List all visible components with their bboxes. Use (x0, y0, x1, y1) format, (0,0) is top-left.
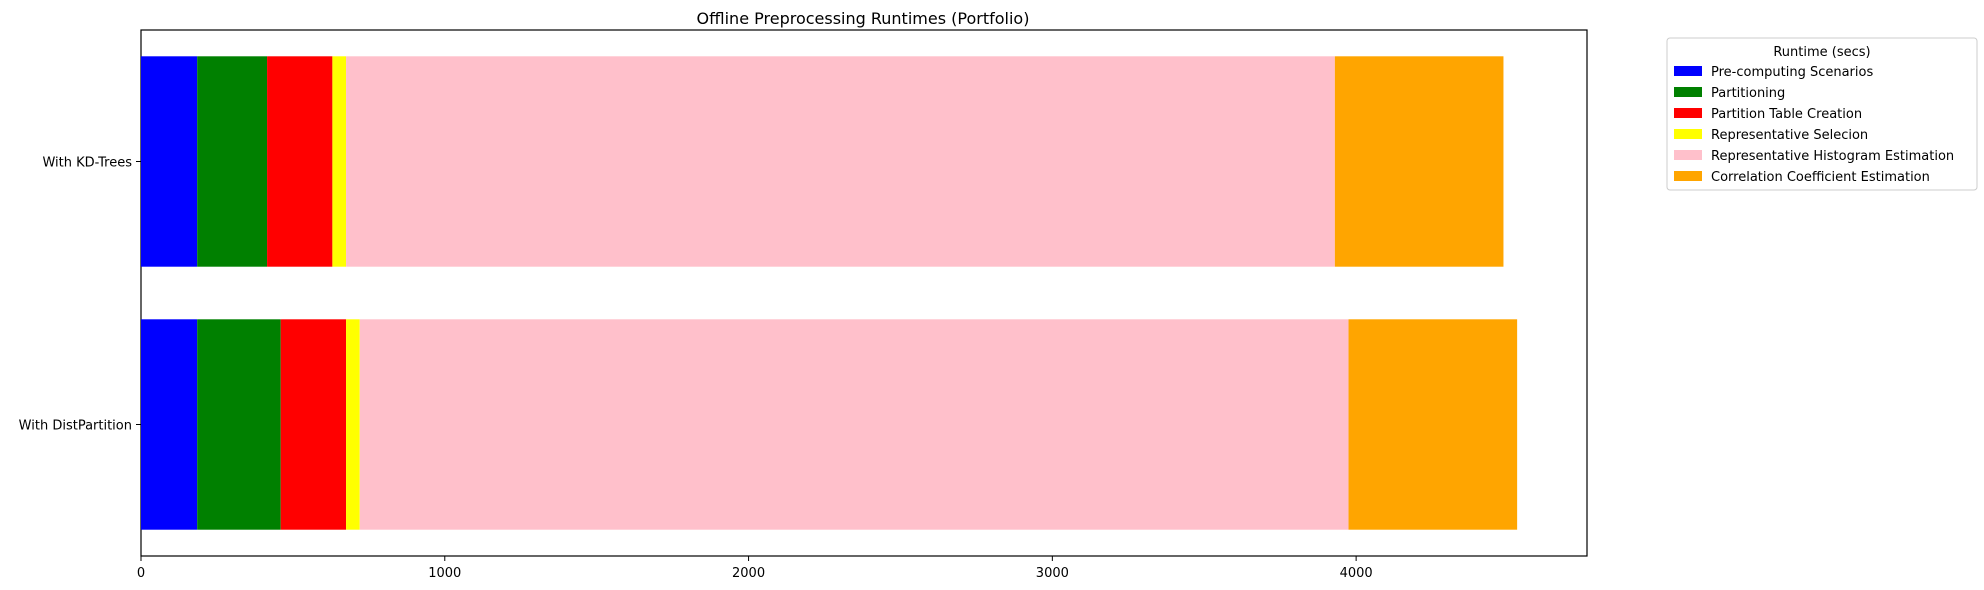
plot-area-frame (140, 29, 1588, 557)
x-tick-label-2: 2000 (732, 566, 765, 581)
legend-title: Runtime (secs) (1773, 45, 1870, 60)
bar-0-2 (267, 56, 333, 267)
bar-0-3 (332, 56, 347, 267)
legend-swatch-3 (1674, 129, 1702, 139)
legend-swatch-4 (1674, 150, 1702, 160)
bars-layer (141, 56, 1518, 530)
bar-0-4 (346, 56, 1335, 267)
bar-1-0 (141, 319, 198, 530)
x-tick-label-1: 1000 (428, 566, 461, 581)
x-tick-label-3: 3000 (1036, 566, 1069, 581)
legend: Runtime (secs) Pre-computing Scenarios Pa… (1666, 37, 1978, 191)
x-axis-ticks: 0 1000 2000 3000 4000 (137, 556, 1373, 581)
y-tick-label-0: With KD-Trees (42, 156, 132, 171)
legend-label-3: Representative Selecion (1711, 128, 1868, 143)
legend-label-2: Partition Table Creation (1711, 107, 1862, 122)
bar-0-1 (197, 56, 268, 267)
bar-0-5 (1334, 56, 1504, 267)
bar-1-4 (359, 319, 1349, 530)
legend-swatch-0 (1674, 66, 1702, 76)
bar-1-3 (346, 319, 360, 530)
y-axis-ticks: With KD-Trees With DistPartition (19, 156, 141, 434)
x-tick-label-4: 4000 (1340, 566, 1373, 581)
legend-swatch-1 (1674, 87, 1702, 97)
chart-title: Offline Preprocessing Runtimes (Portfoli… (697, 9, 1030, 28)
legend-label-1: Partitioning (1711, 86, 1785, 101)
bar-1-1 (197, 319, 281, 530)
legend-label-5: Correlation Coefficient Estimation (1711, 170, 1930, 185)
bar-1-5 (1348, 319, 1518, 530)
legend-swatch-2 (1674, 108, 1702, 118)
y-tick-label-1: With DistPartition (19, 419, 132, 434)
bar-1-2 (280, 319, 347, 530)
legend-label-4: Representative Histogram Estimation (1711, 149, 1954, 164)
legend-label-0: Pre-computing Scenarios (1711, 65, 1873, 80)
legend-frame (1666, 37, 1978, 191)
legend-swatch-5 (1674, 171, 1702, 181)
x-tick-label-0: 0 (137, 566, 145, 581)
bar-0-0 (141, 56, 198, 267)
legend-items: Pre-computing Scenarios Partitioning Parti… (1674, 65, 1954, 185)
